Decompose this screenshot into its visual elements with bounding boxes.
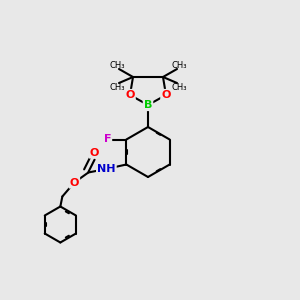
Text: O: O	[70, 178, 79, 188]
Text: O: O	[161, 90, 171, 100]
Text: O: O	[90, 148, 99, 158]
Text: NH: NH	[97, 164, 116, 173]
Text: O: O	[125, 90, 135, 100]
Text: CH₃: CH₃	[171, 61, 187, 70]
Text: CH₃: CH₃	[109, 82, 125, 91]
Text: B: B	[144, 100, 152, 110]
Text: CH₃: CH₃	[171, 82, 187, 91]
Text: F: F	[103, 134, 111, 145]
Text: CH₃: CH₃	[109, 61, 125, 70]
